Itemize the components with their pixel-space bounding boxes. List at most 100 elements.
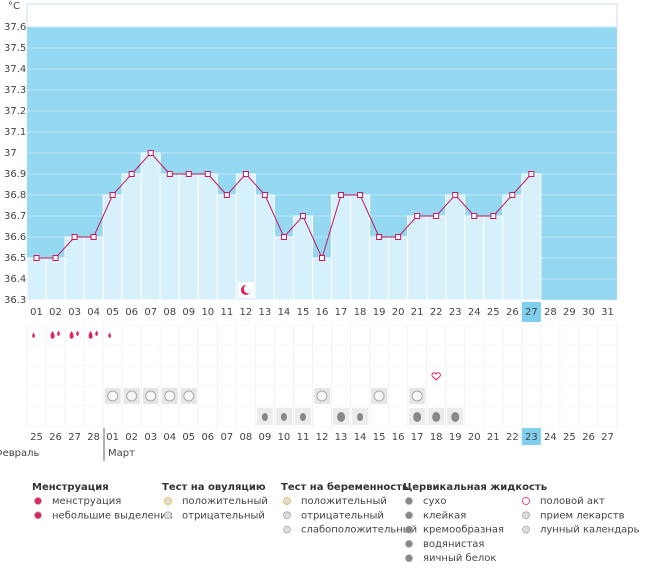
pill-icon	[126, 390, 138, 402]
bar	[521, 173, 542, 301]
x-tick-label: 13	[259, 307, 272, 318]
legend-title: Цервикальная жидкость	[403, 482, 547, 493]
x-tick-label: 09	[182, 307, 195, 318]
x-tick-label: 02	[49, 307, 62, 318]
bar	[369, 236, 390, 301]
point	[357, 192, 364, 198]
point	[204, 171, 211, 177]
x-tick-label: 29	[563, 307, 576, 318]
point	[433, 213, 440, 219]
point	[33, 255, 40, 261]
legend-item: положительный	[182, 496, 268, 507]
point	[90, 234, 97, 240]
bar	[197, 173, 218, 301]
bar	[64, 236, 85, 301]
point	[376, 234, 383, 240]
pill-icon	[411, 390, 423, 402]
x-tick-label: 22	[430, 307, 443, 318]
fluid-icon	[299, 413, 306, 421]
point	[166, 171, 173, 177]
point	[223, 192, 230, 198]
point	[490, 213, 497, 219]
point	[261, 192, 268, 198]
point	[528, 171, 535, 177]
point	[280, 234, 287, 240]
point	[71, 234, 78, 240]
fluid-icon	[261, 413, 268, 421]
bar	[178, 173, 199, 301]
x-tick-label: 19	[373, 307, 386, 318]
calendar-date: 12	[316, 432, 329, 443]
legend-item: прием лекарств	[540, 510, 625, 521]
bar	[502, 194, 523, 301]
calendar-date: 18	[430, 432, 443, 443]
moon-cut	[243, 284, 253, 294]
today-box	[521, 302, 541, 322]
legend-icon	[405, 540, 413, 548]
calendar-date: 22	[506, 432, 519, 443]
legend-icon	[283, 511, 291, 520]
calendar-date: 07	[220, 432, 233, 443]
y-tick-label: 37.2	[4, 106, 26, 117]
legend-title: Тест на беременность	[281, 481, 408, 493]
calendar-date: 26	[49, 432, 62, 443]
calendar-date: 14	[354, 432, 367, 443]
calendar-date: 16	[392, 432, 405, 443]
menstruation-icon	[88, 331, 93, 339]
calendar-date: 26	[582, 432, 595, 443]
point	[452, 192, 459, 198]
point	[395, 234, 402, 240]
bar	[311, 257, 333, 301]
pill-icon	[316, 390, 328, 402]
calendar-date: 23	[525, 432, 538, 443]
y-tick-label: 36.5	[4, 253, 26, 264]
x-tick-label: 15	[297, 307, 310, 318]
legend-icon	[34, 497, 42, 505]
point	[109, 192, 116, 198]
calendar-date: 01	[106, 432, 119, 443]
y-tick-label: 37.4	[4, 64, 26, 75]
y-tick-label: 36.8	[4, 190, 26, 201]
fluid-icon	[413, 412, 422, 422]
legend-icon	[405, 525, 413, 534]
y-tick-label: 37.6	[4, 22, 26, 33]
y-tick-label: 36.6	[4, 232, 26, 243]
legend-item: менструация	[52, 496, 121, 507]
x-tick-label: 24	[468, 307, 481, 318]
bar	[388, 236, 409, 301]
menstruation-icon	[76, 330, 79, 337]
calendar-date: 17	[411, 432, 424, 443]
menstruation-icon	[69, 331, 74, 339]
x-tick-label: 14	[278, 307, 291, 318]
legend-title: Тест на овуляцию	[162, 482, 266, 493]
bar	[407, 215, 428, 301]
x-tick-label: 04	[87, 307, 100, 318]
legend-icon	[34, 511, 42, 520]
bar	[216, 194, 237, 301]
calendar-date: 24	[544, 432, 557, 443]
y-tick-label: 36.4	[4, 274, 26, 285]
calendar-date: 25	[563, 432, 576, 443]
pill-icon	[145, 390, 157, 402]
calendar-date: 10	[278, 432, 291, 443]
pill-icon	[164, 390, 176, 402]
pill-icon	[373, 390, 385, 402]
x-tick-label: 16	[316, 307, 329, 318]
y-tick-label: 37.5	[4, 43, 26, 54]
legend-icon	[164, 511, 172, 520]
menstruation-icon	[57, 330, 60, 337]
bar	[45, 257, 66, 301]
menstruation-icon	[95, 330, 99, 337]
calendar-date: 04	[163, 432, 176, 443]
point	[147, 150, 154, 156]
legend-item: половой акт	[540, 496, 605, 507]
x-tick-label: 07	[144, 307, 157, 318]
legend-item: кремообразная	[423, 525, 504, 536]
y-axis-label: °C	[8, 1, 20, 12]
calendar-date: 15	[373, 432, 386, 443]
menstruation-icon	[32, 332, 35, 339]
bar	[273, 236, 294, 301]
y-tick-label: 36.3	[4, 295, 26, 306]
calendar-date: 20	[468, 432, 481, 443]
